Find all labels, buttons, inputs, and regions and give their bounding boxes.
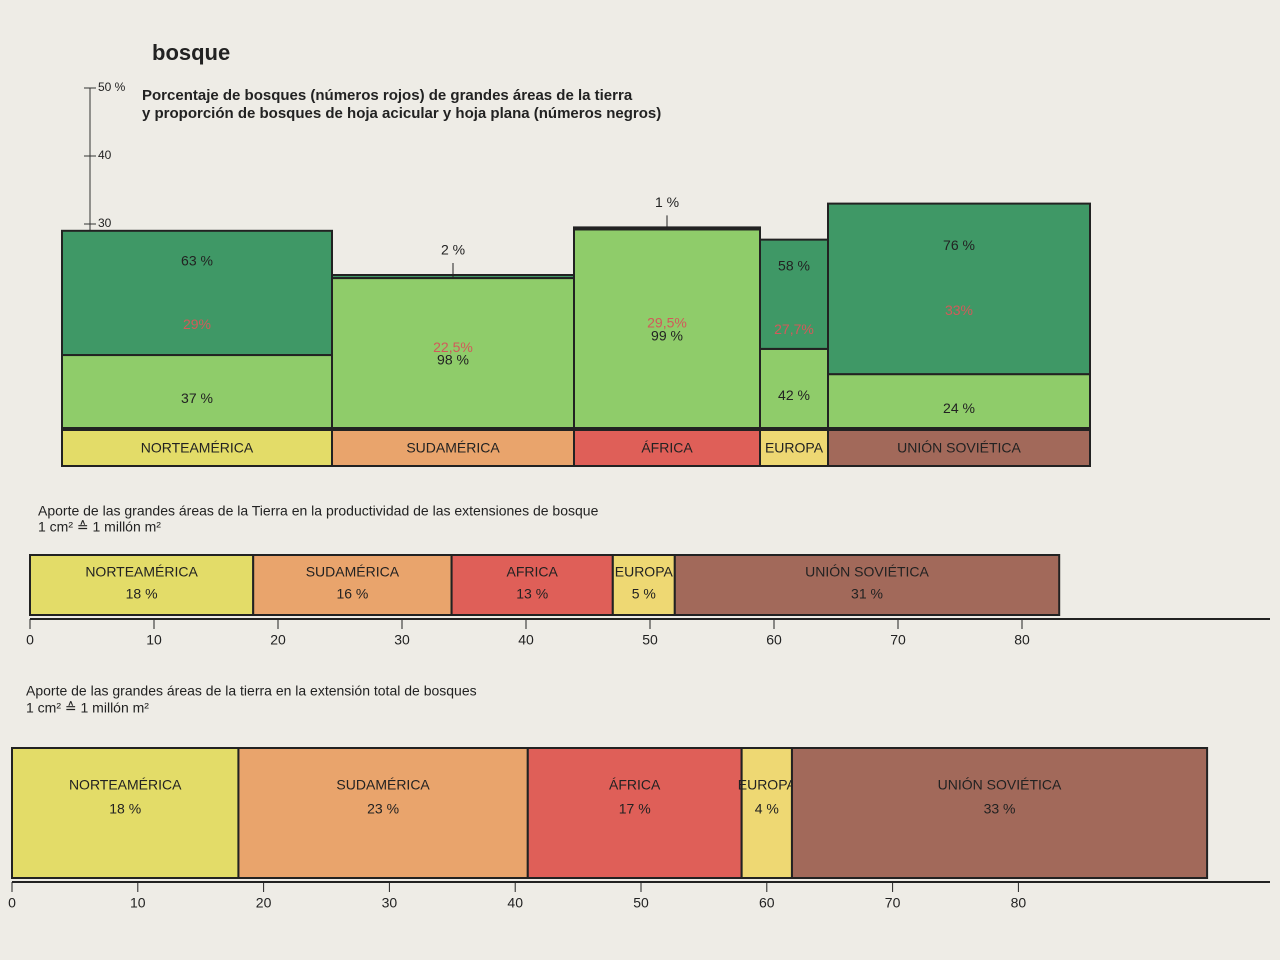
x-tick-label: 10	[146, 632, 162, 648]
needleleaf-segment	[827, 202, 1091, 376]
segment	[673, 554, 1061, 616]
category-label: ÁFRICA	[641, 440, 693, 456]
value-label: 18 %	[109, 801, 141, 817]
x-tick-label: 20	[270, 632, 286, 648]
value-label: 29,5%	[647, 314, 687, 330]
category-label: NORTEAMÉRICA	[141, 440, 254, 456]
y-tick-label: 50 %	[98, 80, 126, 94]
category-label: UNIÓN SOVIÉTICA	[938, 777, 1062, 793]
needleleaf-label: 63 %	[181, 253, 213, 269]
value-label: 5 %	[632, 586, 656, 602]
x-tick-label: 20	[256, 895, 272, 911]
needleleaf-label: 2 %	[441, 242, 465, 258]
needleleaf-label: 58 %	[778, 258, 810, 274]
needleleaf-segment	[759, 238, 829, 350]
broadleaf-label: 99 %	[651, 327, 683, 343]
segment	[740, 747, 793, 879]
x-tick-label: 50	[633, 895, 649, 911]
region-band	[827, 429, 1091, 467]
category-label: AFRICA	[507, 564, 559, 580]
chart-note: 1 cm² ≙ 1 millón m²	[26, 700, 149, 716]
x-tick-label: 40	[518, 632, 534, 648]
chart-note: 1 cm² ≙ 1 millón m²	[38, 519, 161, 535]
chart-title: Porcentaje de bosques (números rojos) de…	[142, 87, 633, 104]
needleleaf-label: 1 %	[655, 194, 679, 210]
chart-title: Aporte de las grandes áreas de la tierra…	[26, 683, 477, 699]
category-label: ÁFRICA	[609, 777, 661, 793]
category-label: EUROPA	[738, 777, 797, 793]
value-label: 17 %	[619, 801, 651, 817]
x-tick-label: 40	[507, 895, 523, 911]
x-tick-label: 30	[382, 895, 398, 911]
x-tick-label: 60	[759, 895, 775, 911]
x-tick-label: 0	[26, 632, 34, 648]
x-tick-label: 80	[1014, 632, 1030, 648]
region-band	[573, 429, 761, 467]
segment	[252, 554, 453, 616]
x-tick-label: 80	[1011, 895, 1027, 911]
chart-title: y proporción de bosques de hoja acicular…	[142, 105, 661, 122]
broadleaf-label: 98 %	[437, 352, 469, 368]
segment	[526, 747, 743, 879]
value-label: 22,5%	[433, 339, 473, 355]
category-label: EUROPA	[615, 564, 674, 580]
segment	[237, 747, 529, 879]
segment	[29, 554, 255, 616]
value-label: 31 %	[851, 586, 883, 602]
segment	[450, 554, 614, 616]
x-tick-label: 50	[642, 632, 658, 648]
y-tick-label: 40	[98, 148, 112, 162]
x-tick-label: 10	[130, 895, 146, 911]
category-label: NORTEAMÉRICA	[69, 777, 182, 793]
page-title: bosque	[152, 40, 230, 65]
value-label: 27,7%	[774, 321, 814, 337]
broadleaf-label: 42 %	[778, 387, 810, 403]
segment	[11, 747, 240, 879]
region-band	[759, 429, 829, 467]
x-tick-label: 60	[766, 632, 782, 648]
category-label: EUROPA	[765, 440, 824, 456]
chart-title: Aporte de las grandes áreas de la Tierra…	[38, 503, 599, 519]
region-band	[331, 429, 575, 467]
value-label: 4 %	[755, 801, 779, 817]
value-label: 29%	[183, 316, 211, 332]
category-label: NORTEAMÉRICA	[85, 564, 198, 580]
broadleaf-label: 37 %	[181, 390, 213, 406]
broadleaf-segment	[827, 373, 1091, 430]
value-label: 18 %	[126, 586, 158, 602]
category-label: SUDAMÉRICA	[306, 564, 400, 580]
x-tick-label: 70	[890, 632, 906, 648]
value-label: 23 %	[367, 801, 399, 817]
y-tick-label: 30	[98, 216, 112, 230]
value-label: 33 %	[984, 801, 1016, 817]
value-label: 13 %	[516, 586, 548, 602]
x-tick-label: 0	[8, 895, 16, 911]
category-label: UNIÓN SOVIÉTICA	[897, 440, 1021, 456]
category-label: UNIÓN SOVIÉTICA	[805, 564, 929, 580]
segment	[611, 554, 676, 616]
value-label: 16 %	[336, 586, 368, 602]
x-tick-label: 70	[885, 895, 901, 911]
broadleaf-segment	[61, 354, 333, 430]
category-label: SUDAMÉRICA	[406, 440, 500, 456]
needleleaf-segment	[61, 229, 333, 357]
category-label: SUDAMÉRICA	[336, 777, 430, 793]
x-tick-label: 30	[394, 632, 410, 648]
value-label: 33%	[945, 302, 973, 318]
needleleaf-label: 76 %	[943, 237, 975, 253]
segment	[790, 747, 1209, 879]
broadleaf-label: 24 %	[943, 400, 975, 416]
